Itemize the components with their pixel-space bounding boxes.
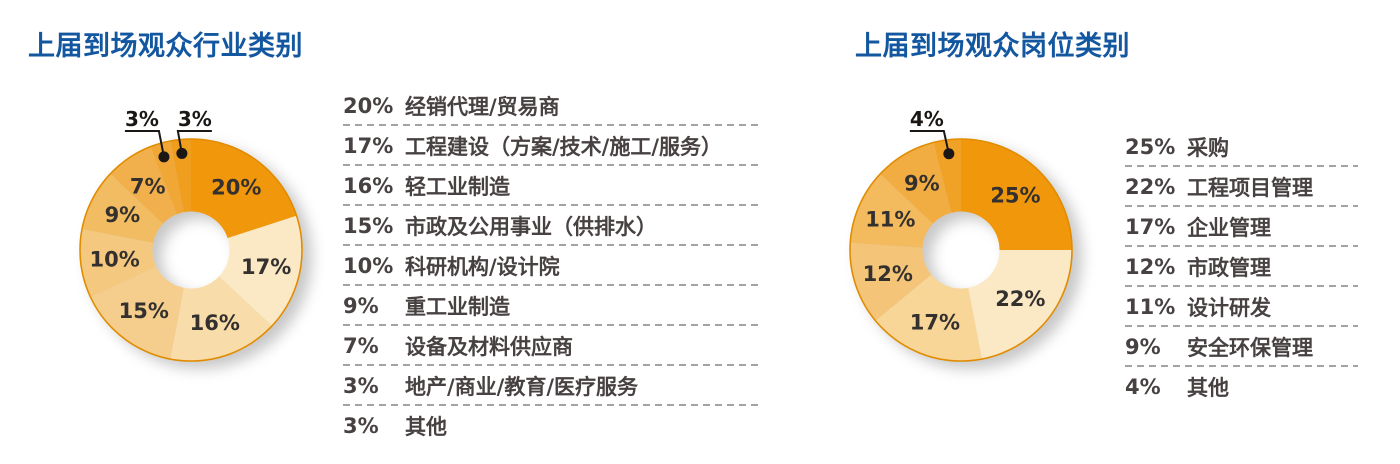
pie-slice-15pct: [90, 266, 184, 360]
legend-percent: 16%: [343, 174, 394, 198]
legend-percent: 7%: [343, 334, 379, 358]
donut-rim: [849, 138, 1073, 362]
legend-row: 3% 其他: [343, 406, 763, 446]
legend-label: 采购: [1187, 136, 1229, 160]
legend-label: 设备及材料供应商: [405, 335, 573, 359]
donut-labels: 25% 22% 17% 12% 11% 9% 4%: [863, 107, 1046, 334]
legend-percent: 9%: [343, 294, 379, 318]
legend-label: 轻工业制造: [405, 175, 510, 199]
callout-value-label: 3%: [125, 107, 159, 131]
legend-row: 9% 重工业制造: [343, 286, 763, 326]
pie-slice-25pct: [961, 139, 1072, 250]
legend-label: 科研机构/设计院: [405, 255, 560, 279]
legend-label: 设计研发: [1187, 296, 1271, 320]
slice-value-label: 25%: [990, 184, 1040, 208]
legend-percent: 17%: [1125, 215, 1176, 239]
pie-slice-9pct: [880, 142, 952, 224]
pie-slice-4pct: [933, 139, 961, 213]
donut-body: [79, 138, 303, 362]
legend-percent: 12%: [1125, 255, 1176, 279]
legend-percent: 25%: [1125, 135, 1176, 159]
pie-slice-3pct: [170, 139, 191, 213]
pie-slice-12pct: [850, 243, 932, 321]
callout-value-label: 3%: [178, 107, 212, 131]
callout-value-label: 4%: [910, 107, 944, 131]
legend-row: 3% 地产/商业/教育/医疗服务: [343, 366, 763, 406]
legend-percent: 20%: [343, 94, 394, 118]
slice-value-label: 20%: [211, 176, 261, 200]
pie-slice-17pct: [219, 215, 302, 326]
slice-value-label: 11%: [865, 207, 915, 231]
legend-label: 安全环保管理: [1187, 336, 1313, 360]
slice-value-label: 7%: [130, 174, 166, 198]
pie-slice-9pct: [81, 174, 163, 243]
legend-row: 17% 企业管理: [1125, 207, 1358, 247]
legend-percent: 11%: [1125, 295, 1176, 319]
legend-percent: 17%: [343, 134, 394, 158]
legend-label: 其他: [1187, 376, 1229, 400]
legend-row: 4% 其他: [1125, 367, 1358, 407]
callout-dot: [943, 148, 955, 160]
position-chart-title: 上届到场观众岗位类别: [855, 31, 1130, 62]
slice-value-label: 9%: [105, 203, 141, 227]
legend-percent: 10%: [343, 254, 394, 278]
legend-label: 企业管理: [1187, 216, 1271, 240]
position-donut-chart: 25% 22% 17% 12% 11% 9% 4%: [849, 107, 1073, 362]
slice-value-label: 9%: [904, 172, 940, 196]
legend-row: 9% 安全环保管理: [1125, 327, 1358, 367]
legend-row: 10% 科研机构/设计院: [343, 246, 763, 286]
legend-label: 其他: [405, 415, 447, 439]
legend-row: 15% 市政及公用事业（供排水）: [343, 206, 763, 246]
legend-label: 市政及公用事业（供排水）: [405, 215, 657, 239]
slice-value-label: 22%: [995, 287, 1045, 311]
industry-chart-title: 上届到场观众行业类别: [28, 31, 303, 62]
donut-rim: [79, 138, 303, 362]
legend-label: 工程项目管理: [1187, 176, 1313, 200]
legend-percent: 22%: [1125, 175, 1176, 199]
legend-percent: 9%: [1125, 335, 1161, 359]
legend-percent: 15%: [343, 214, 394, 238]
legend-label: 市政管理: [1187, 256, 1271, 280]
legend-row: 11% 设计研发: [1125, 287, 1358, 327]
callout-dot: [158, 151, 170, 163]
callout-dot: [176, 147, 188, 159]
legend-label: 经销代理/贸易商: [405, 95, 560, 119]
legend-percent: 3%: [343, 414, 379, 438]
legend-row: 22% 工程项目管理: [1125, 167, 1358, 207]
slice-value-label: 15%: [119, 299, 169, 323]
pie-slice-20pct: [191, 139, 297, 239]
legend-label: 重工业制造: [405, 295, 510, 319]
pie-slice-3pct: [150, 140, 184, 215]
legend-row: 25% 采购: [1125, 127, 1358, 167]
donut-labels: 20% 17% 16% 15% 10% 9% 7% 3% 3%: [89, 107, 291, 335]
pie-slice-17pct: [875, 274, 982, 361]
callout-line: [124, 130, 165, 158]
slice-value-label: 16%: [190, 311, 240, 335]
pie-slice-11pct: [850, 174, 933, 248]
position-legend: 25% 采购 22% 工程项目管理 17% 企业管理 12% 市政管理 11% 设计研发 9% 安全环…: [1125, 127, 1358, 407]
legend-percent: 4%: [1125, 375, 1161, 399]
pie-slice-7pct: [110, 146, 177, 224]
slice-value-label: 12%: [863, 262, 913, 286]
legend-row: 16% 轻工业制造: [343, 166, 763, 206]
slice-value-label: 10%: [89, 248, 139, 272]
callout-line: [909, 130, 950, 154]
donut-body: [849, 138, 1073, 362]
industry-legend: 20% 经销代理/贸易商 17% 工程建设（方案/技术/施工/服务） 16% 轻工业制造 1…: [343, 86, 763, 446]
industry-donut-chart: 20% 17% 16% 15% 10% 9% 7% 3% 3%: [79, 107, 303, 362]
pie-slice-22pct: [968, 250, 1072, 360]
callout-line: [176, 130, 212, 154]
legend-row: 7% 设备及材料供应商: [343, 326, 763, 366]
pie-slice-16pct: [170, 276, 272, 361]
legend-label: 工程建设（方案/技术/施工/服务）: [405, 135, 723, 159]
legend-label: 地产/商业/教育/医疗服务: [405, 375, 639, 399]
legend-row: 12% 市政管理: [1125, 247, 1358, 287]
legend-row: 17% 工程建设（方案/技术/施工/服务）: [343, 126, 763, 166]
slice-value-label: 17%: [241, 255, 291, 279]
legend-percent: 3%: [343, 374, 379, 398]
legend-row: 20% 经销代理/贸易商: [343, 86, 763, 126]
slice-value-label: 17%: [910, 310, 960, 334]
pie-slice-10pct: [80, 229, 157, 298]
